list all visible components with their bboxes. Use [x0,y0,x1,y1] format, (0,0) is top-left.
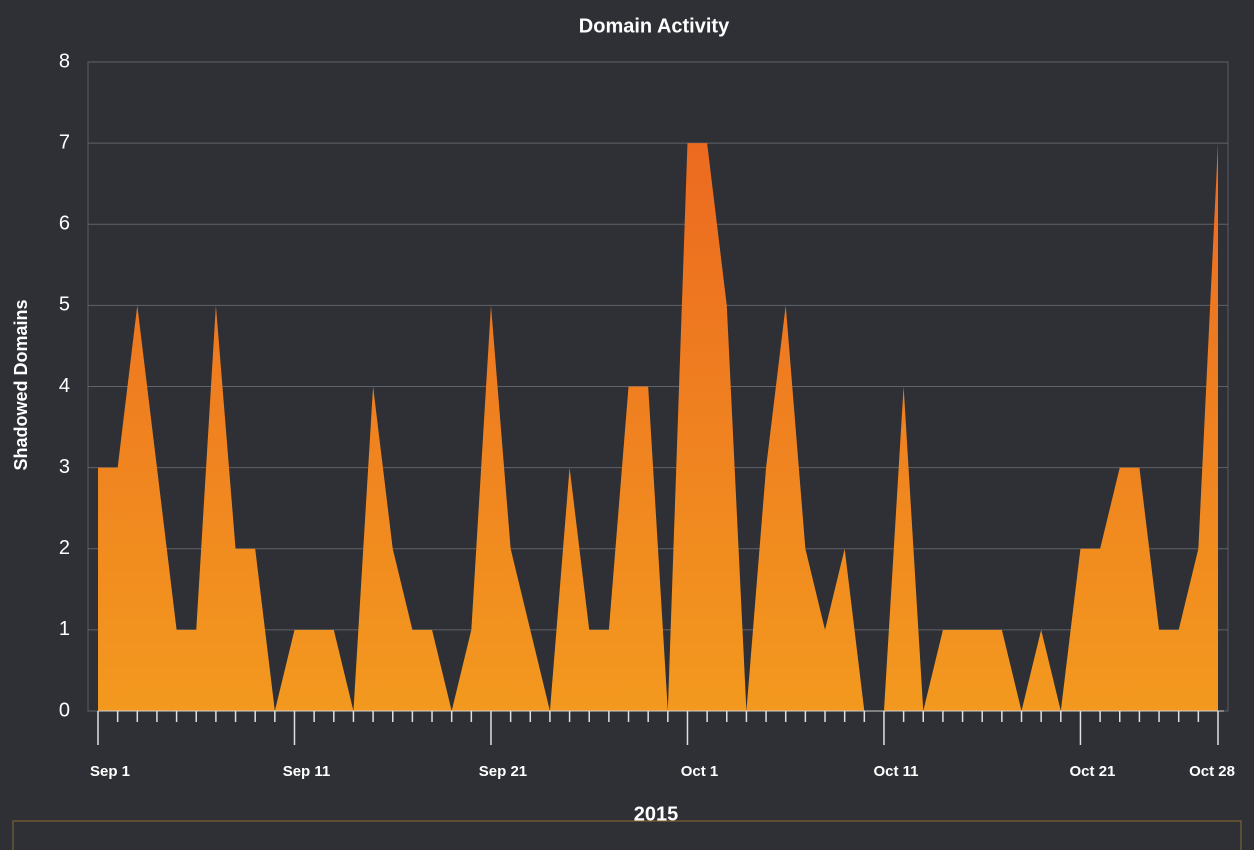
x-tick-label: Sep 1 [90,763,130,780]
x-tick-label: Oct 1 [681,763,719,780]
x-axis-label: 2015 [634,803,679,825]
x-tick-label: Sep 21 [479,763,527,780]
panel-outline [12,820,1242,850]
y-tick-label: 4 [59,375,70,397]
x-tick-label: Oct 11 [873,763,918,780]
x-tick-label: Oct 28 [1189,763,1235,780]
area [98,143,1218,711]
y-tick-label: 5 [59,294,70,316]
y-tick-label: 8 [59,50,70,72]
y-tick-label: 1 [59,618,70,640]
x-tick-label: Oct 21 [1070,763,1116,780]
y-tick-label: 7 [59,131,70,153]
y-tick-label: 2 [59,537,70,559]
y-axis-label: Shadowed Domains [11,299,31,470]
x-tick-label: Sep 11 [283,763,331,780]
y-tick-label: 0 [59,699,70,721]
chart-title: Domain Activity [579,15,730,37]
y-tick-label: 6 [59,213,70,235]
y-tick-label: 3 [59,456,70,478]
